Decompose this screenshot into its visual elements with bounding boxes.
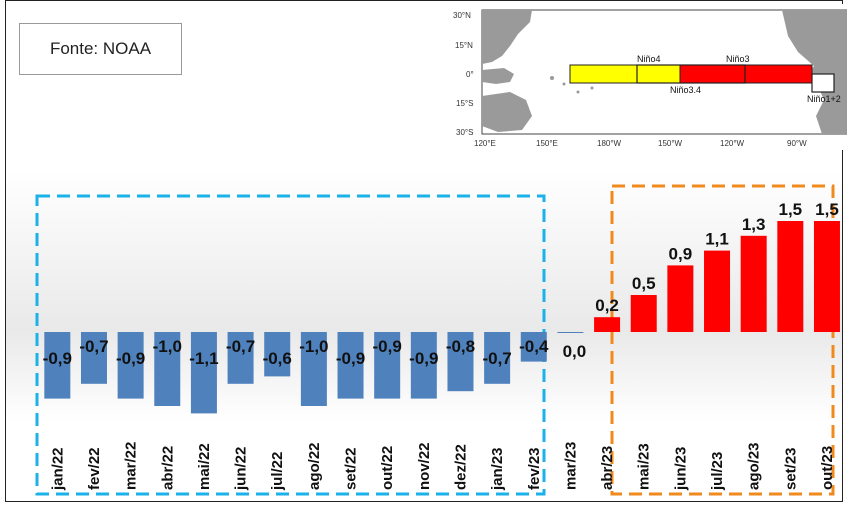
bar-jun-22 [227,332,254,384]
tick-label-out-23: out/23 [819,446,836,490]
lat-label-30s: 30°S [456,128,473,137]
bar-fev-22 [80,332,107,384]
source-label: Fonte: NOAA [49,39,152,58]
value-label-set-23: 1,5 [779,200,803,219]
lon-label-120w: 120°W [720,139,745,148]
label-nino3: Niño3 [726,54,750,64]
bar-jul-23 [704,250,731,332]
value-label-abr-22: -1,0 [153,337,182,356]
label-nino4: Niño4 [637,54,661,64]
bar-out-22 [374,332,401,399]
tick-label-fev-23: fev/23 [526,447,543,490]
source-label-box: Fonte: NOAA [19,23,182,75]
value-label-jun-22: -0,7 [226,337,255,356]
tick-label-jan-22: jan/22 [49,447,66,491]
bar-abr-22 [154,332,181,406]
tick-label-ago-22: ago/22 [306,442,323,490]
tick-label-jan-23: jan/23 [489,447,506,491]
bar-jan-23 [484,332,511,384]
value-label-mar-22: -0,9 [116,349,145,368]
bar-jul-22 [264,332,291,377]
value-label-mar-23: 0,0 [563,342,587,361]
highlight-box-1 [35,194,546,496]
tick-label-abr-23: abr/23 [599,446,616,490]
lon-label-150w: 150°W [658,139,683,148]
map-land-australia [482,92,532,132]
value-label-ago-23: 1,3 [742,215,766,234]
bar-mai-22 [190,332,217,414]
bar-jan-22 [44,332,71,399]
value-label-ago-22: -1,0 [299,337,328,356]
tick-label-mai-22: mai/22 [196,443,213,490]
lat-label-30n: 30°N [453,11,471,20]
map-land-asia [482,10,532,64]
value-label-jan-23: -0,7 [482,349,511,368]
tick-label-fev-22: fev/22 [86,447,103,490]
tick-label-mar-23: mar/23 [562,442,579,490]
bar-ago-23 [740,235,767,332]
tick-label-jul-22: jul/22 [269,452,286,491]
highlight-box-2 [610,184,835,496]
bar-nov-22 [410,332,437,399]
lat-label-0: 0° [466,70,474,79]
value-label-jul-22: -0,6 [263,349,292,368]
tick-label-abr-22: abr/22 [159,446,176,490]
tick-label-jun-22: jun/22 [233,447,250,491]
nino12-region [811,73,835,93]
nino34-region [636,64,746,84]
value-label-abr-23: 0,2 [595,296,619,315]
lon-label-180w: 180°W [597,139,622,148]
bar-mar-23 [557,332,584,333]
value-label-out-23: 1,5 [815,200,839,219]
bar-mai-23 [630,295,657,332]
tick-label-set-23: set/23 [782,447,799,490]
bar-ago-22 [300,332,327,406]
tick-label-dez-22: dez/22 [452,444,469,490]
value-label-jun-23: 0,9 [669,244,693,263]
tick-label-jul-23: jul/23 [709,452,726,491]
label-nino12: Niño1+2 [807,94,841,104]
value-label-fev-23: -0,4 [519,337,549,356]
map-land-indonesia [482,68,514,84]
bar-set-22 [337,332,364,399]
bar-fev-23 [520,332,547,362]
value-label-mai-23: 0,5 [632,274,656,293]
value-label-jan-22: -0,9 [43,349,72,368]
lat-label-15n: 15°N [455,41,473,50]
tick-label-jun-23: jun/23 [672,447,689,491]
tick-label-nov-22: nov/22 [416,442,433,490]
nino-regions-map: Niño4 Niño3 Niño3.4 Niño1+2 30°N 15°N 0°… [452,4,847,150]
bar-set-23 [777,221,804,332]
value-label-set-22: -0,9 [336,349,365,368]
bar-mar-22 [117,332,144,399]
map-land-americas [782,10,847,134]
tick-label-mai-23: mai/23 [636,443,653,490]
value-label-out-22: -0,9 [373,337,402,356]
bar-dez-22 [447,332,474,392]
lon-label-150e: 150°E [536,139,558,148]
lon-label-90w: 90°W [787,139,807,148]
tick-label-mar-22: mar/22 [123,442,140,490]
tick-label-out-22: out/22 [379,446,396,490]
bar-out-23 [813,221,840,332]
value-label-dez-22: -0,8 [446,337,475,356]
value-label-mai-22: -1,1 [189,349,218,368]
label-nino34: Niño3.4 [670,85,701,95]
tick-label-ago-23: ago/23 [746,442,763,490]
bar-jun-23 [667,265,694,332]
bar-abr-23 [594,317,621,332]
value-label-fev-22: -0,7 [79,337,108,356]
value-label-nov-22: -0,9 [409,349,438,368]
lat-label-15s: 15°S [456,99,473,108]
tick-label-set-22: set/22 [343,447,360,490]
value-label-jul-23: 1,1 [705,230,729,249]
lon-label-120e: 120°E [474,139,496,148]
